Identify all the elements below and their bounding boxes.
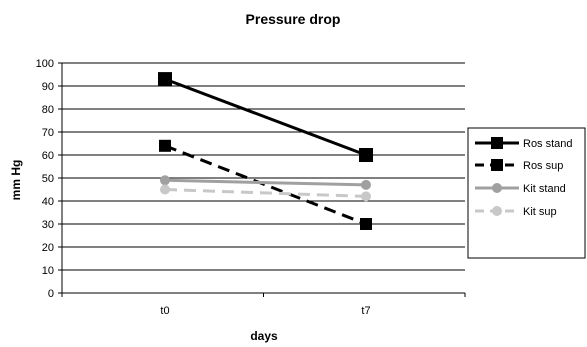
legend-label: Ros stand xyxy=(523,138,573,150)
chart-title: Pressure drop xyxy=(246,11,341,27)
y-tick-label: 50 xyxy=(42,173,54,185)
series-line xyxy=(164,178,367,187)
y-tick-label: 0 xyxy=(48,288,54,300)
legend-entry: Ros sup xyxy=(475,159,563,172)
y-tick-label: 100 xyxy=(36,58,54,70)
y-tick-labels: 0 10 20 30 40 50 60 70 80 90 100 xyxy=(36,58,54,300)
legend-marker xyxy=(492,206,502,216)
x-axis-label: days xyxy=(250,329,278,343)
data-point xyxy=(361,191,371,202)
data-point xyxy=(359,148,373,162)
y-tick-label: 20 xyxy=(42,242,54,254)
legend-label: Kit stand xyxy=(523,183,566,195)
series-line xyxy=(164,188,367,198)
series-1 xyxy=(159,139,372,230)
series-2 xyxy=(160,175,371,190)
legend-marker xyxy=(491,137,503,149)
legend-entry: Kit stand xyxy=(475,183,566,195)
legend-label: Kit sup xyxy=(523,206,557,218)
series-line xyxy=(164,144,367,226)
y-axis-label: mm Hg xyxy=(9,160,23,201)
series-3 xyxy=(160,184,371,202)
x-tick-label: t7 xyxy=(361,305,370,317)
data-point xyxy=(159,139,171,152)
x-tick-label: t0 xyxy=(160,305,169,317)
y-tick-label: 60 xyxy=(42,150,54,162)
legend-marker xyxy=(492,183,502,193)
data-point xyxy=(158,72,172,87)
legend-box xyxy=(467,127,586,259)
legend: Ros stand Ros sup Kit stand Kit sup xyxy=(475,137,573,218)
data-point xyxy=(360,218,372,230)
y-tick-label: 10 xyxy=(42,265,54,277)
x-tick-labels: t0 t7 xyxy=(160,305,370,317)
data-point xyxy=(361,179,371,190)
y-tick-label: 70 xyxy=(42,127,54,139)
legend-entry: Ros stand xyxy=(475,137,573,150)
gridlines xyxy=(62,62,465,271)
y-tick-label: 30 xyxy=(42,219,54,231)
data-point xyxy=(160,175,170,186)
axes xyxy=(58,62,466,297)
series-line xyxy=(164,77,367,157)
series-0 xyxy=(158,72,373,162)
y-tick-label: 80 xyxy=(42,104,54,116)
legend-entry: Kit sup xyxy=(475,206,557,218)
legend-label: Ros sup xyxy=(523,160,563,172)
y-tick-label: 40 xyxy=(42,196,54,208)
legend-marker xyxy=(491,159,503,171)
series-lines xyxy=(158,72,373,230)
data-point xyxy=(160,184,170,195)
y-tick-label: 90 xyxy=(42,81,54,93)
